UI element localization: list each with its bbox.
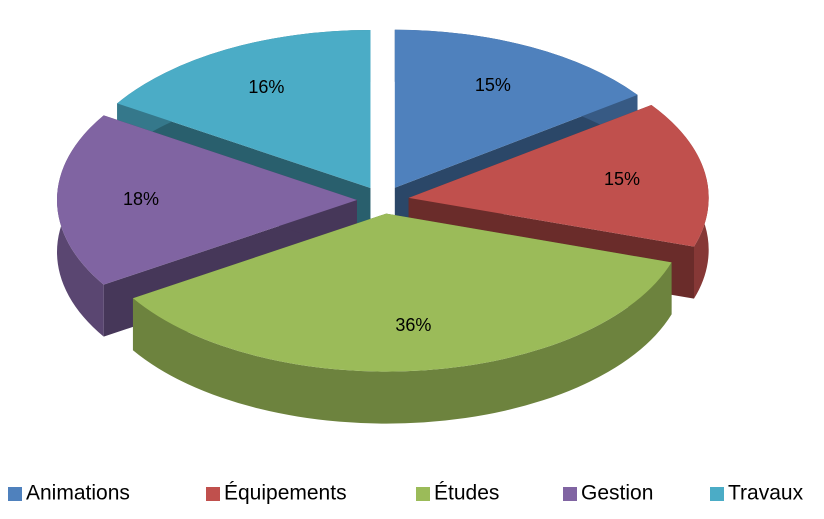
slice-side bbox=[132, 262, 672, 424]
data-label: 18% bbox=[123, 189, 159, 209]
legend-swatch bbox=[710, 487, 724, 501]
data-label: 16% bbox=[248, 77, 284, 97]
legend-label: Animations bbox=[26, 482, 130, 505]
legend-label: Études bbox=[434, 482, 499, 505]
legend-label: Équipements bbox=[224, 482, 347, 505]
pie-slice bbox=[132, 213, 672, 424]
legend-swatch bbox=[563, 487, 577, 501]
legend-swatch bbox=[416, 487, 430, 501]
slice-top bbox=[394, 29, 638, 188]
legend-swatch bbox=[8, 487, 22, 501]
pie: 15% 15% 36% 18% 16% bbox=[56, 29, 709, 424]
slice-top bbox=[408, 104, 709, 247]
slice-top bbox=[132, 213, 672, 372]
data-label: 15% bbox=[475, 75, 511, 95]
slice-top bbox=[56, 115, 357, 285]
legend: Animations Équipements Études Gestion Travau… bbox=[8, 482, 804, 505]
legend-swatch bbox=[206, 487, 220, 501]
legend-label: Travaux bbox=[728, 482, 804, 505]
legend-label: Gestion bbox=[581, 482, 653, 505]
slice-top bbox=[117, 30, 371, 189]
data-label: 15% bbox=[604, 169, 640, 189]
data-label: 36% bbox=[395, 315, 431, 335]
